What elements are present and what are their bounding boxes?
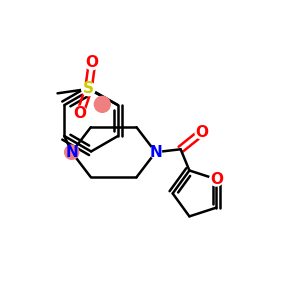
Circle shape — [82, 82, 95, 96]
Text: O: O — [195, 125, 208, 140]
Circle shape — [210, 172, 223, 186]
Circle shape — [94, 96, 110, 112]
Text: N: N — [149, 145, 162, 160]
Circle shape — [74, 106, 87, 120]
Circle shape — [85, 56, 99, 70]
Text: O: O — [85, 56, 98, 70]
Circle shape — [195, 125, 208, 139]
Text: S: S — [83, 81, 94, 96]
Circle shape — [64, 145, 79, 159]
Text: O: O — [74, 106, 87, 121]
Text: O: O — [210, 172, 223, 187]
Text: N: N — [65, 145, 78, 160]
Circle shape — [150, 146, 161, 158]
